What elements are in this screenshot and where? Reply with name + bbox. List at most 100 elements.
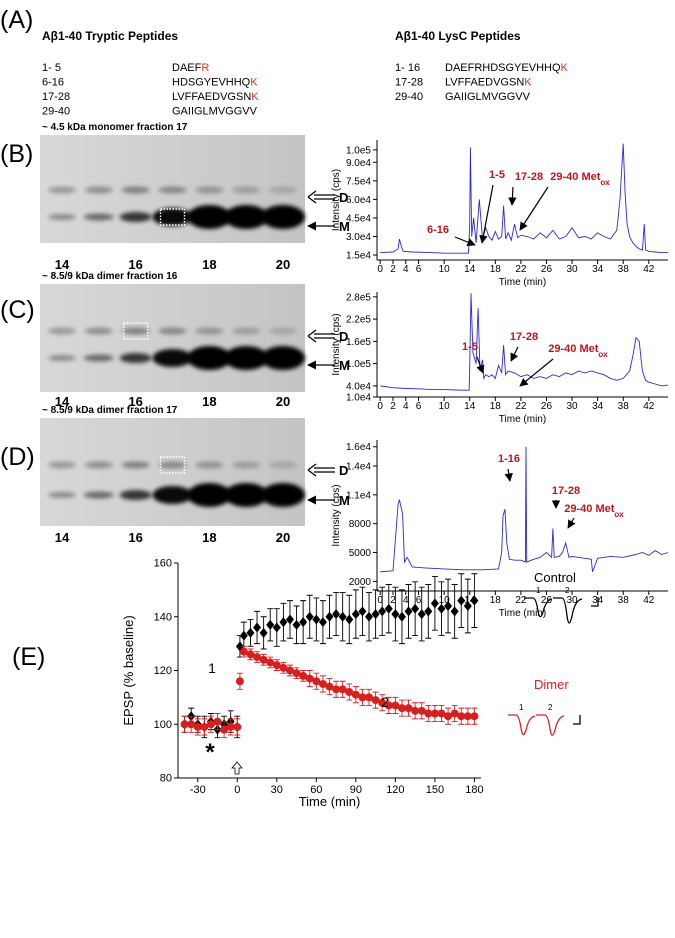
data-point	[444, 601, 453, 611]
gel-band	[224, 205, 269, 229]
gel-band	[158, 461, 187, 469]
peptide-sequence: GAIIGLMVGGVV	[445, 91, 531, 103]
band-label: D	[339, 190, 348, 205]
peptide-range: 1- 16	[395, 62, 420, 74]
y-tick-label: 1.6e4	[346, 442, 371, 453]
x-tick-label: 18	[490, 264, 502, 275]
peak-annotation: 29-40 Metox	[564, 503, 624, 519]
gel-title: ~ 4.5 kDa monomer fraction 17	[42, 122, 188, 133]
y-tick-label: 1.5e4	[346, 251, 371, 262]
x-tick-label: 42	[643, 401, 655, 412]
y-tick-label: 9.0e4	[346, 158, 371, 169]
gel-band	[269, 186, 297, 194]
dimer-trace-1	[508, 714, 536, 736]
annotation-text: 17-28	[515, 171, 543, 183]
control-trace-2	[553, 597, 583, 624]
x-tick-label: 2	[390, 401, 396, 412]
data-point	[424, 709, 433, 718]
data-point	[325, 611, 334, 622]
inset-label: 2	[548, 703, 553, 712]
data-point	[430, 709, 439, 718]
data-point	[378, 698, 387, 707]
annotation-arrow	[510, 346, 519, 362]
x-tick-label: 120	[386, 784, 404, 796]
x-tick-label: 26	[541, 595, 553, 606]
annotation-text: 1-5	[462, 341, 478, 353]
x-tick-label: 2	[390, 264, 396, 275]
x-tick-label: 180	[465, 784, 483, 796]
gel-title: ~ 8.5/9 kDa dimer fraction 16	[42, 271, 178, 282]
annotation-arrow	[519, 358, 554, 387]
arrow-head	[307, 463, 317, 477]
data-point	[404, 606, 413, 617]
annotation-subscript: ox	[598, 350, 608, 359]
sequence: LVFFAEDVGSN	[172, 91, 251, 103]
data-point	[253, 622, 262, 633]
data-point	[187, 720, 196, 729]
sequence: HDSGYEVHHQ	[172, 77, 251, 89]
y-axis-title: Intensity (cps)	[331, 313, 342, 375]
cleavage-residue: K	[251, 91, 259, 103]
x-tick-label: 14	[464, 595, 476, 606]
y-tick-label: 4.5e4	[346, 213, 371, 224]
gel-band	[261, 346, 305, 370]
y-tick-label: 120	[154, 665, 172, 677]
data-point	[272, 661, 281, 670]
y-tick-label: 160	[154, 558, 172, 570]
x-tick-label: 6	[416, 595, 422, 606]
gel-band	[121, 186, 150, 194]
panel-label: (D)	[0, 443, 35, 471]
y-tick-label: 2000	[349, 577, 372, 588]
data-point	[279, 617, 288, 628]
band-label: D	[339, 329, 348, 344]
data-point	[457, 712, 466, 721]
annotation-text: 17-28	[510, 331, 538, 343]
annotation-text: 29-40 Met	[548, 343, 598, 355]
x-tick-label: 22	[515, 264, 527, 275]
peptide-sequence: HDSGYEVHHQK	[172, 77, 258, 89]
gel-band	[84, 186, 113, 194]
x-tick-label: 0	[377, 595, 383, 606]
sequence: LVFFAEDVGSN	[445, 77, 524, 89]
cleavage-residue: K	[250, 77, 258, 89]
y-tick-label: 100	[154, 719, 172, 731]
x-tick-label: 6	[416, 264, 422, 275]
data-point	[351, 690, 360, 699]
peak-annotation: 29-40 Metox	[550, 171, 610, 187]
data-point	[417, 609, 426, 620]
gel-image	[40, 418, 305, 526]
annotation-subscript: ox	[614, 510, 624, 519]
peptide-range: 29-40	[42, 106, 70, 118]
control-trace-1	[524, 597, 553, 618]
data-point	[233, 722, 242, 731]
data-point	[246, 650, 255, 659]
x-axis-title: Time (min)	[499, 608, 546, 619]
data-point	[470, 712, 479, 721]
gel-band	[48, 327, 76, 335]
panel-label: (B)	[0, 140, 33, 168]
gel-band	[119, 353, 152, 363]
gel-band	[195, 327, 224, 335]
peak-annotation: 1-5	[489, 169, 505, 181]
annotation-arrow	[476, 356, 485, 374]
data-point	[318, 617, 327, 628]
y-axis-title: Intensity (cps)	[331, 484, 342, 546]
data-point	[424, 606, 433, 617]
gel-band	[48, 186, 76, 194]
gel-band	[152, 349, 193, 367]
data-point	[318, 679, 327, 688]
peptide-range: 17-28	[42, 91, 70, 103]
data-point	[259, 655, 268, 664]
x-tick-label: 10	[439, 595, 451, 606]
x-tick-label: 0	[377, 264, 383, 275]
x-tick-label: 0	[234, 784, 240, 796]
gel-band	[121, 461, 150, 469]
inset-traces	[508, 597, 599, 736]
band-label: M	[339, 219, 350, 234]
lane-label: 18	[202, 530, 216, 545]
data-point	[279, 663, 288, 672]
x-tick-label: 30	[567, 401, 579, 412]
y-tick-label: 2.2e5	[346, 315, 371, 326]
data-point	[430, 598, 439, 609]
